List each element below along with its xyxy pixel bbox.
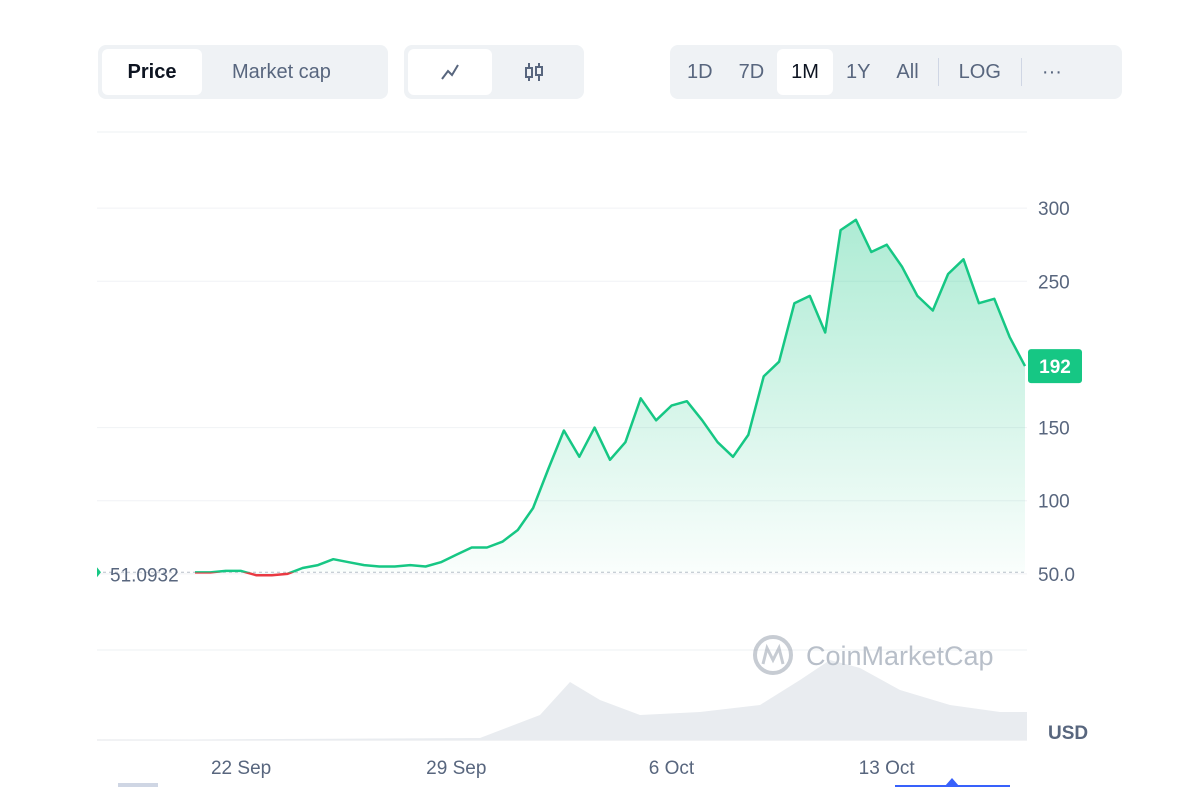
tab[interactable]: Price	[102, 49, 202, 95]
price-area	[195, 219, 1025, 576]
range[interactable]: 1Y	[845, 60, 871, 83]
currency-label: USD	[1048, 723, 1088, 744]
range[interactable]: 7D	[738, 60, 765, 83]
chart-style	[404, 45, 584, 99]
price-tag-label: 192	[1039, 357, 1071, 378]
more-button[interactable]: ···	[1041, 60, 1062, 83]
x-tick-label: 29 Sep	[426, 758, 486, 779]
range[interactable]: 1M	[777, 49, 833, 95]
line-icon	[441, 64, 459, 80]
volume-area	[97, 660, 1027, 740]
log-toggle[interactable]: LOG	[958, 60, 1001, 83]
reference-label: 51.0932	[110, 565, 179, 586]
reference-marker	[97, 567, 101, 578]
y-tick-label: 300	[1038, 199, 1070, 220]
range[interactable]: All	[896, 60, 919, 83]
y-tick-label: 50.0	[1038, 565, 1075, 586]
separator	[1020, 58, 1022, 86]
range-tabs: 1D 7D 1M 1Y All LOG ···	[670, 45, 1122, 99]
x-tick-label: 6 Oct	[649, 758, 695, 779]
tab[interactable]: Market cap	[232, 60, 331, 83]
price-tag	[1028, 349, 1082, 384]
y-tick-label: 250	[1038, 272, 1070, 293]
scroll-handle	[118, 783, 158, 787]
y-tick-label: 150	[1038, 419, 1070, 440]
navigator-marker	[945, 778, 959, 786]
candle-icon	[525, 63, 543, 81]
line-style-button[interactable]	[408, 49, 492, 95]
watermark: CoinMarketCap	[806, 641, 994, 671]
metric-tabs: Price Market cap	[98, 45, 388, 99]
x-tick-label: 22 Sep	[211, 758, 271, 779]
y-tick-label: 100	[1038, 492, 1070, 513]
watermark-logo	[753, 635, 793, 675]
separator	[937, 58, 939, 86]
candle-style-button[interactable]	[492, 49, 576, 95]
x-tick-label: 13 Oct	[859, 758, 916, 779]
price-line	[195, 218, 1027, 577]
range[interactable]: 1D	[687, 60, 713, 83]
